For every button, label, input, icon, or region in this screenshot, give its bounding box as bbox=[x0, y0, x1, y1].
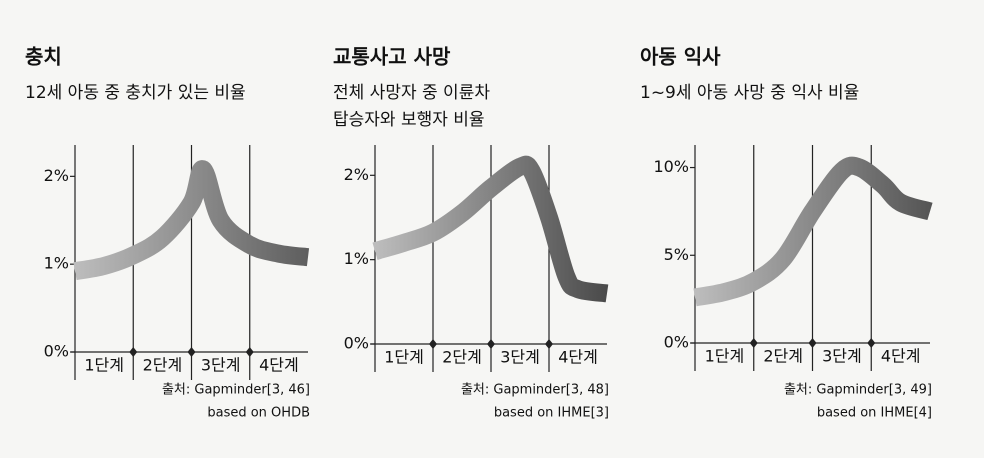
chart-title: 교통사고 사망 bbox=[333, 45, 451, 69]
x-tick-label: 3단계 bbox=[500, 348, 540, 367]
chart-subtitle: 12세 아동 중 충치가 있는 비율 bbox=[25, 83, 246, 103]
x-tick-label: 1단계 bbox=[384, 348, 424, 367]
chart-subtitle: 탑승자와 보행자 비율 bbox=[333, 110, 485, 130]
source-note: based on OHDB bbox=[207, 406, 310, 421]
x-tick-label: 3단계 bbox=[201, 356, 241, 375]
source-note: 출처: Gapminder[3, 48] bbox=[461, 383, 609, 398]
source-note: based on IHME[4] bbox=[817, 406, 932, 421]
divider-marker bbox=[429, 339, 437, 349]
divider-marker bbox=[245, 347, 254, 357]
trend-band bbox=[693, 156, 933, 307]
x-tick-label: 3단계 bbox=[822, 347, 862, 366]
source-note: 출처: Gapminder[3, 49] bbox=[784, 383, 932, 398]
divider-marker bbox=[545, 339, 553, 349]
x-tick-label: 4단계 bbox=[259, 356, 299, 375]
x-tick-label: 4단계 bbox=[558, 348, 598, 367]
y-tick-label: 1% bbox=[44, 254, 69, 273]
chart-subtitle: 1~9세 아동 사망 중 익사 비율 bbox=[640, 83, 859, 103]
x-tick-label: 1단계 bbox=[84, 356, 124, 375]
y-tick-label: 5% bbox=[664, 245, 689, 264]
divider-marker bbox=[749, 338, 758, 348]
x-tick-label: 2단계 bbox=[442, 348, 482, 367]
x-tick-label: 4단계 bbox=[881, 347, 921, 366]
y-tick-label: 0% bbox=[664, 333, 689, 352]
source-note: based on IHME[3] bbox=[494, 406, 609, 421]
x-tick-label: 2단계 bbox=[143, 356, 183, 375]
divider-marker bbox=[187, 347, 196, 357]
y-tick-label: 0% bbox=[44, 342, 69, 361]
y-tick-label: 0% bbox=[344, 334, 369, 353]
divider-marker bbox=[487, 339, 495, 349]
trend-band bbox=[73, 160, 310, 281]
source-note: 출처: Gapminder[3, 46] bbox=[162, 383, 310, 398]
y-tick-label: 10% bbox=[653, 157, 689, 176]
y-tick-label: 2% bbox=[344, 165, 369, 184]
chart-subtitle: 전체 사망자 중 이륜차 bbox=[333, 83, 490, 103]
chart-title: 아동 익사 bbox=[640, 45, 721, 69]
divider-marker bbox=[808, 338, 817, 348]
divider-marker bbox=[867, 338, 876, 348]
trend-band bbox=[372, 155, 609, 303]
chart-title: 충치 bbox=[25, 45, 62, 69]
x-tick-label: 2단계 bbox=[763, 347, 803, 366]
divider-marker bbox=[129, 347, 138, 357]
x-tick-label: 1단계 bbox=[705, 347, 745, 366]
y-tick-label: 1% bbox=[344, 249, 369, 268]
y-tick-label: 2% bbox=[44, 166, 69, 185]
